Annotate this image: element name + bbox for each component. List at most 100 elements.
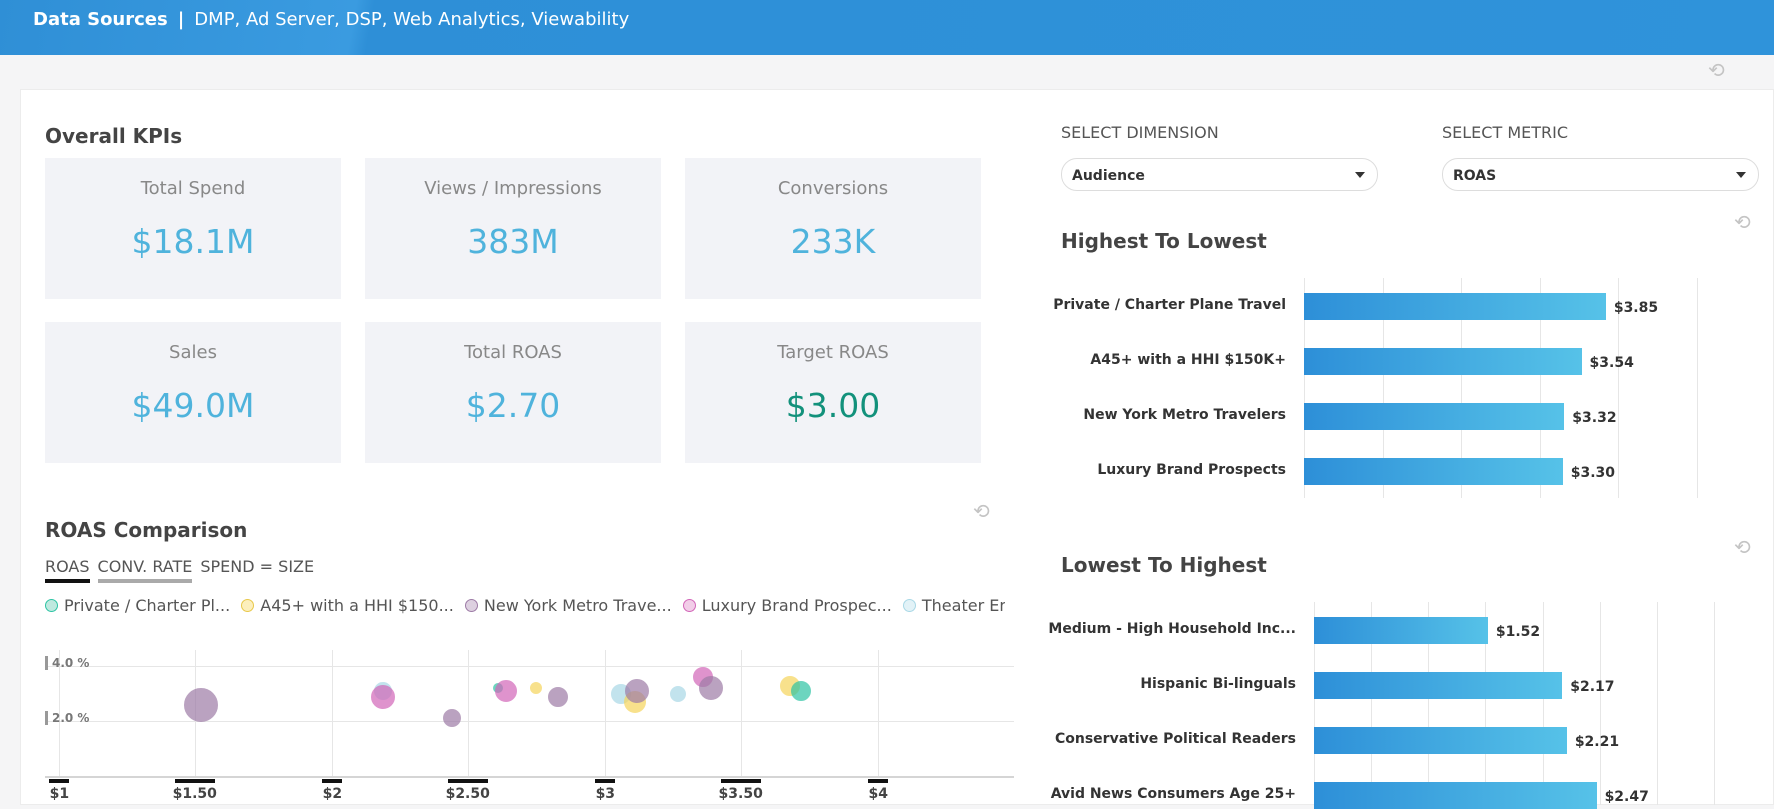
bar	[1304, 293, 1606, 320]
kpi-value: $2.70	[465, 386, 561, 425]
bar-label: Hispanic Bi-linguals	[1140, 676, 1296, 692]
grid-line	[1714, 602, 1715, 805]
refresh-icon[interactable]: ⟲	[973, 499, 990, 523]
x-tick-marker	[175, 779, 216, 783]
x-tick-label: $2.50	[445, 786, 490, 802]
bar-label: Private / Charter Plane Travel	[1053, 297, 1286, 313]
kpi-total-spend: Total Spend $18.1M	[45, 158, 341, 299]
kpi-label: Total ROAS	[464, 342, 562, 363]
x-tick-label: $2	[322, 786, 343, 802]
x-tick-label: $3.50	[718, 786, 763, 802]
grid-line	[741, 650, 743, 776]
refresh-icon[interactable]: ⟲	[1708, 58, 1725, 82]
grid-line	[1540, 278, 1541, 498]
grid-line	[1383, 278, 1384, 498]
refresh-icon[interactable]: ⟲	[1734, 210, 1751, 234]
scatter-legend: Private / Charter Pl... A45+ with a HHI …	[45, 596, 1005, 618]
kpi-label: Target ROAS	[777, 342, 889, 363]
x-tick-marker	[448, 779, 489, 783]
grid-line	[1618, 278, 1619, 498]
grid-line	[1600, 602, 1601, 805]
data-point[interactable]	[495, 680, 518, 703]
legend-dot	[682, 599, 696, 612]
legend-item[interactable]: Theater Enthusiast	[902, 596, 1005, 615]
header-subtitle: DMP, Ad Server, DSP, Web Analytics, View…	[194, 9, 630, 30]
legend-label: Private / Charter Pl...	[64, 596, 231, 615]
kpi-label: Total Spend	[140, 178, 246, 199]
chevron-down-icon	[1355, 172, 1365, 178]
kpi-value: 233K	[790, 222, 876, 261]
dimension-select-value: Audience	[1072, 168, 1145, 184]
kpi-label: Conversions	[777, 178, 889, 199]
grid-line	[45, 666, 1014, 668]
bar	[1304, 348, 1582, 375]
kpi-label: Sales	[169, 342, 217, 363]
bar	[1304, 458, 1563, 485]
bar-label: Avid News Consumers Age 25+	[1050, 786, 1296, 802]
kpi-value: $49.0M	[131, 386, 255, 425]
x-tick-label: $1	[49, 786, 70, 802]
grid-line	[1543, 602, 1544, 805]
grid-line	[877, 650, 879, 776]
bar-label: Conservative Political Readers	[1054, 731, 1296, 747]
lowest-to-highest-title: Lowest To Highest	[1061, 553, 1267, 577]
legend-item[interactable]: A45+ with a HHI $150...	[241, 596, 454, 615]
y-tick-label: 4.0 %	[45, 656, 89, 671]
metric-select[interactable]: ROAS	[1442, 158, 1759, 191]
kpi-value: $18.1M	[131, 222, 255, 261]
kpi-sales: Sales $49.0M	[45, 322, 341, 463]
bar-value-label: $2.17	[1570, 679, 1615, 695]
refresh-icon[interactable]: ⟲	[1734, 535, 1751, 559]
data-point[interactable]	[670, 685, 687, 702]
kpi-value: 383M	[467, 222, 559, 261]
tab-conv-rate[interactable]: CONV. RATE	[97, 557, 193, 583]
grid-line	[1314, 602, 1315, 805]
tab-roas[interactable]: ROAS	[45, 557, 90, 583]
x-tick-marker	[48, 779, 69, 783]
grid-line	[45, 721, 1014, 723]
data-point[interactable]	[530, 682, 543, 695]
kpi-total-roas: Total ROAS $2.70	[365, 322, 661, 463]
kpi-conversions: Conversions 233K	[685, 158, 981, 299]
data-point[interactable]	[183, 687, 218, 722]
data-point[interactable]	[442, 709, 461, 728]
legend-label: New York Metro Trave...	[483, 596, 672, 615]
x-tick-marker	[721, 779, 762, 783]
grid-line	[1485, 602, 1486, 805]
kpi-target-roas: Target ROAS $3.00	[685, 322, 981, 463]
grid-line	[58, 650, 60, 776]
data-point[interactable]	[548, 686, 569, 707]
top-header: Data Sources | DMP, Ad Server, DSP, Web An…	[0, 0, 1774, 55]
data-point[interactable]	[791, 681, 812, 702]
bar-label: A45+ with a HHI $150K+	[1090, 352, 1286, 368]
legend-label: Luxury Brand Prospec...	[701, 596, 892, 615]
grid-line	[1461, 278, 1462, 498]
bar-value-label: $3.32	[1572, 410, 1617, 426]
grid-line	[1428, 602, 1429, 805]
legend-item[interactable]: Private / Charter Pl...	[45, 596, 230, 615]
bar	[1314, 672, 1563, 699]
grid-line	[468, 650, 470, 776]
x-tick-marker	[594, 779, 615, 783]
metric-select-value: ROAS	[1453, 168, 1497, 184]
dimension-select[interactable]: Audience	[1061, 158, 1378, 191]
x-tick-label: $3	[595, 786, 616, 802]
bar-value-label: $2.47	[1604, 789, 1649, 805]
grid-line	[1304, 278, 1305, 498]
x-tick-marker	[867, 779, 888, 783]
bar	[1314, 727, 1567, 754]
bar-value-label: $3.85	[1613, 300, 1659, 316]
legend-item[interactable]: New York Metro Trave...	[464, 596, 672, 615]
bar-label: Medium - High Household Inc...	[1048, 621, 1296, 637]
bar-value-label: $3.54	[1589, 355, 1634, 371]
grid-line	[1657, 602, 1658, 805]
data-point[interactable]	[371, 684, 396, 709]
data-point[interactable]	[699, 676, 724, 701]
bar-label: New York Metro Travelers	[1083, 407, 1286, 423]
x-tick-marker	[321, 779, 342, 783]
data-point[interactable]	[625, 679, 650, 704]
spend-size-label: SPEND = SIZE	[200, 557, 315, 576]
legend-item[interactable]: Luxury Brand Prospec...	[682, 596, 892, 615]
bar-label: Luxury Brand Prospects	[1097, 462, 1286, 478]
legend-label: Theater Enthusiast	[921, 596, 1005, 615]
